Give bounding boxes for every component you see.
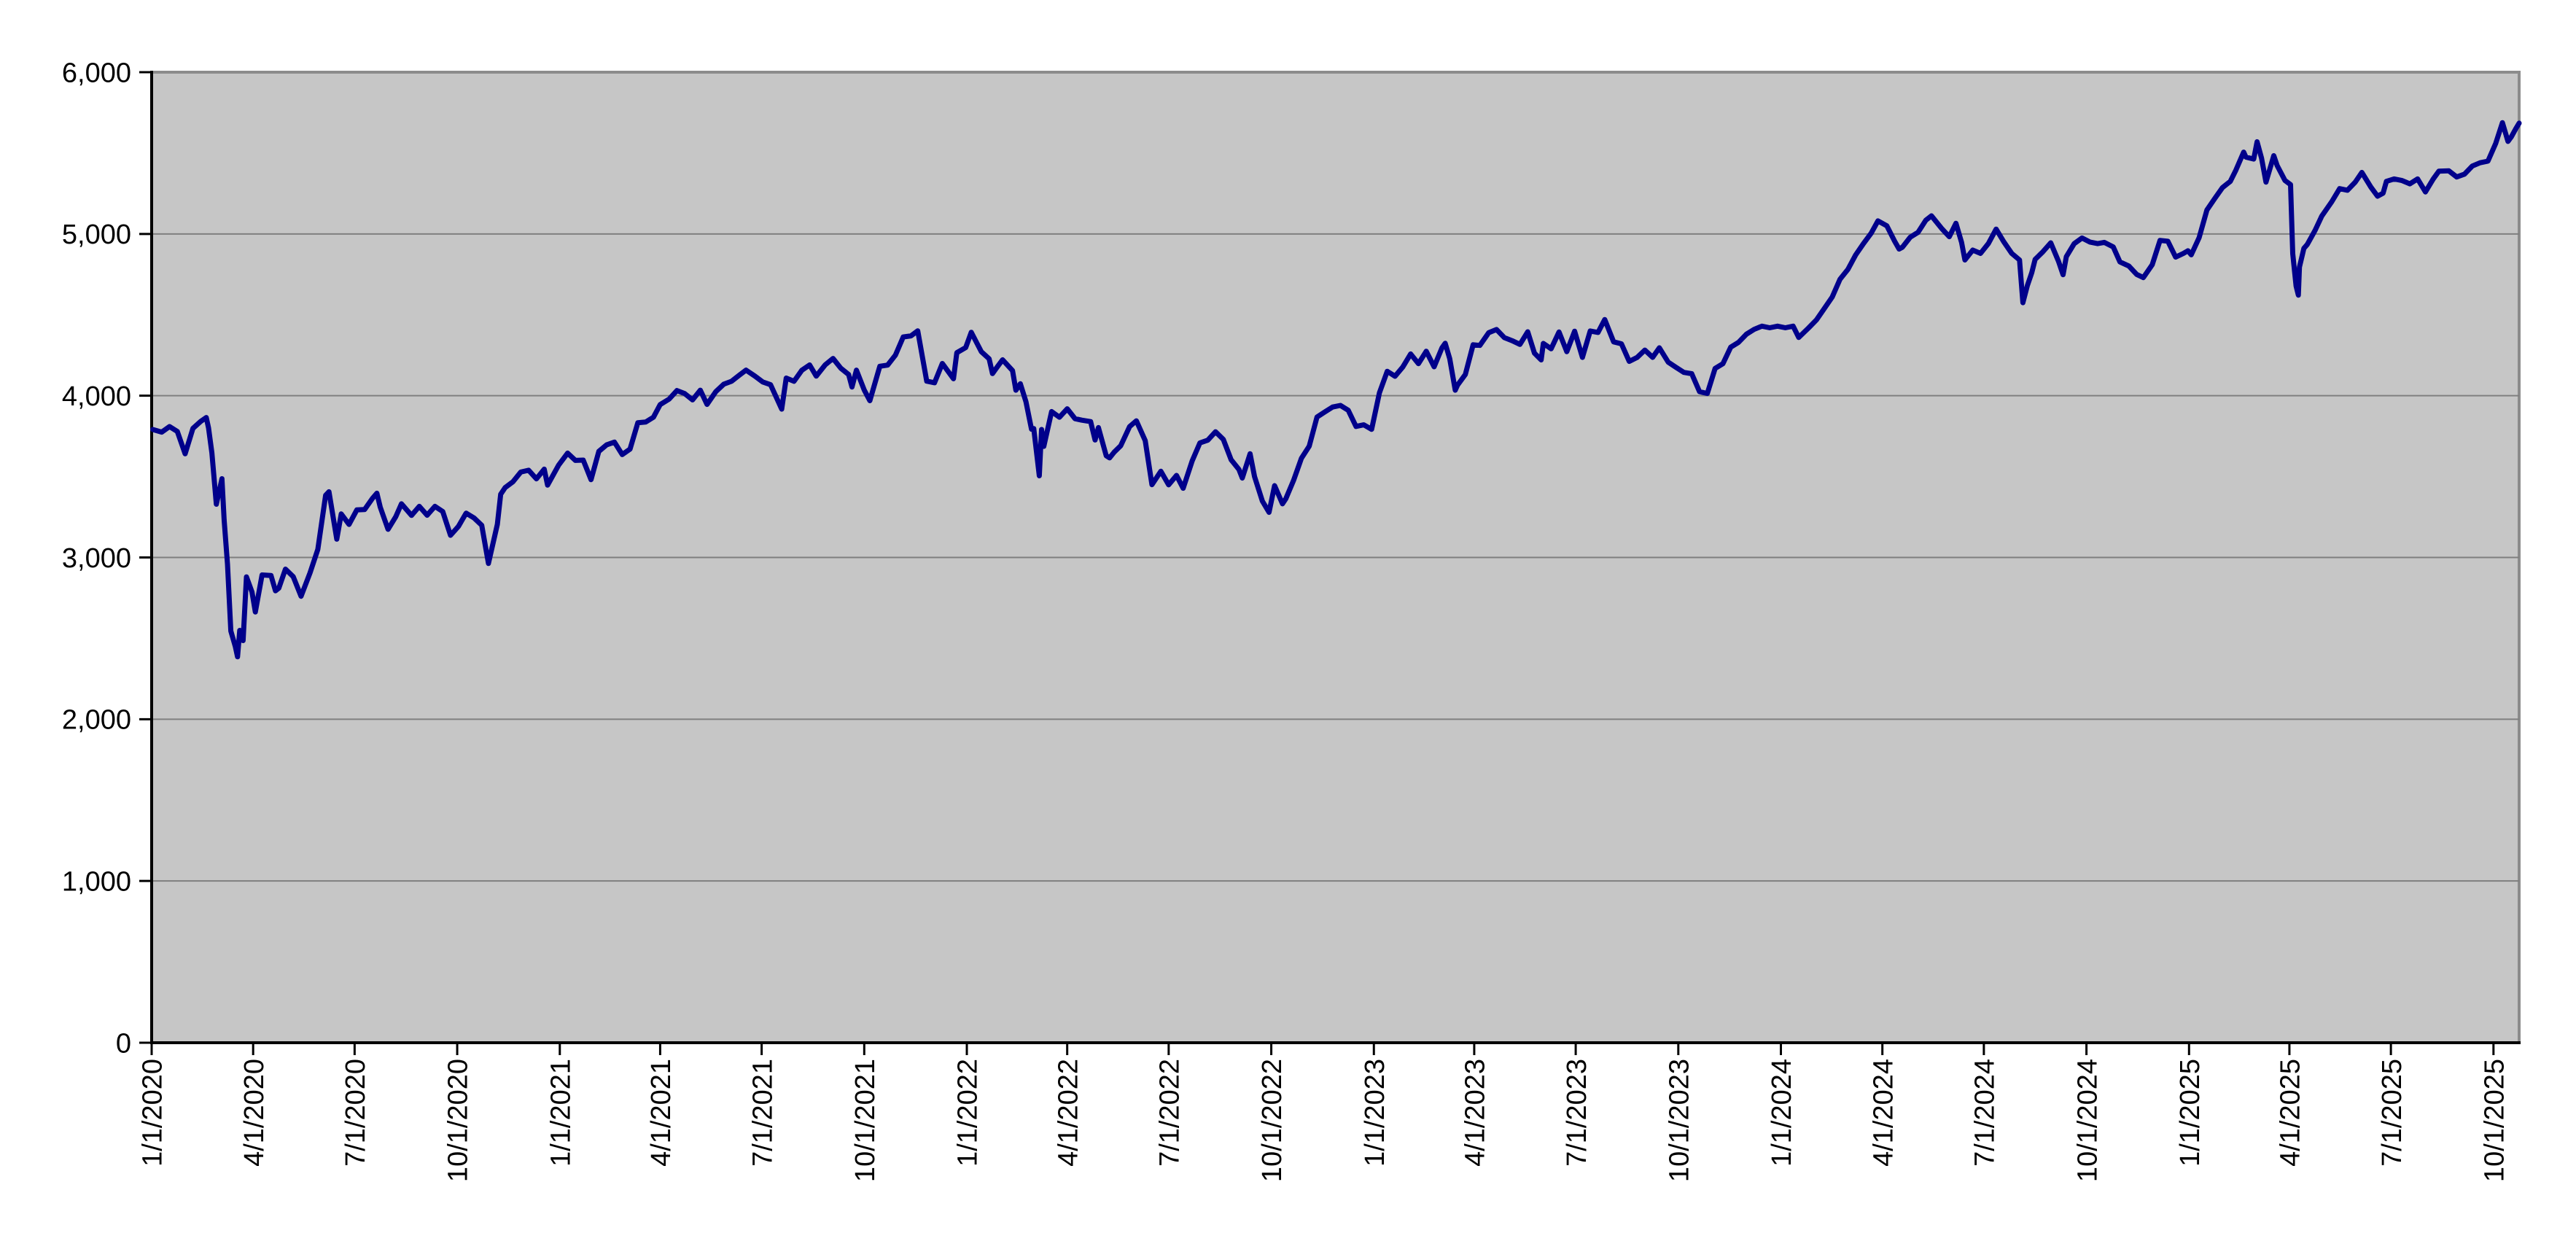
x-axis-label: 7/1/2021 (747, 1059, 778, 1167)
x-axis-label: 4/1/2022 (1053, 1059, 1083, 1167)
y-axis-label: 2,000 (62, 705, 131, 736)
x-axis-label: 7/1/2023 (1562, 1059, 1592, 1167)
x-axis-label: 10/1/2022 (1257, 1059, 1288, 1182)
x-axis-label: 7/1/2022 (1155, 1059, 1186, 1167)
x-axis-label: 7/1/2025 (2377, 1059, 2408, 1167)
x-axis-label: 4/1/2024 (1868, 1059, 1899, 1167)
y-axis-label: 4,000 (62, 381, 131, 412)
x-axis-label: 10/1/2024 (2072, 1059, 2103, 1182)
x-axis-label: 10/1/2020 (443, 1059, 474, 1182)
price-line (150, 120, 2522, 660)
x-axis-label: 1/1/2022 (953, 1059, 984, 1167)
x-axis-label: 1/1/2020 (138, 1059, 168, 1167)
x-axis-label: 4/1/2023 (1460, 1059, 1491, 1167)
y-axis-label: 5,000 (62, 219, 131, 250)
x-axis-label: 7/1/2024 (1970, 1059, 2001, 1167)
x-axis-label: 1/1/2023 (1360, 1059, 1390, 1167)
x-axis-label: 1/1/2025 (2175, 1059, 2206, 1167)
x-axis-label: 4/1/2025 (2276, 1059, 2306, 1167)
y-axis-label: 6,000 (62, 58, 131, 88)
y-axis-label: 0 (116, 1028, 131, 1059)
x-axis-label: 1/1/2024 (1767, 1059, 1797, 1167)
y-axis-label: 1,000 (62, 866, 131, 897)
x-axis-label: 1/1/2021 (545, 1059, 576, 1167)
x-axis-label: 10/1/2023 (1664, 1059, 1694, 1182)
x-axis-label: 7/1/2020 (341, 1059, 371, 1167)
y-axis-label: 3,000 (62, 543, 131, 574)
x-axis-label: 4/1/2020 (239, 1059, 270, 1167)
x-axis-label: 10/1/2021 (850, 1059, 881, 1182)
x-axis-label: 4/1/2021 (646, 1059, 677, 1167)
x-axis-label: 10/1/2025 (2480, 1059, 2510, 1182)
